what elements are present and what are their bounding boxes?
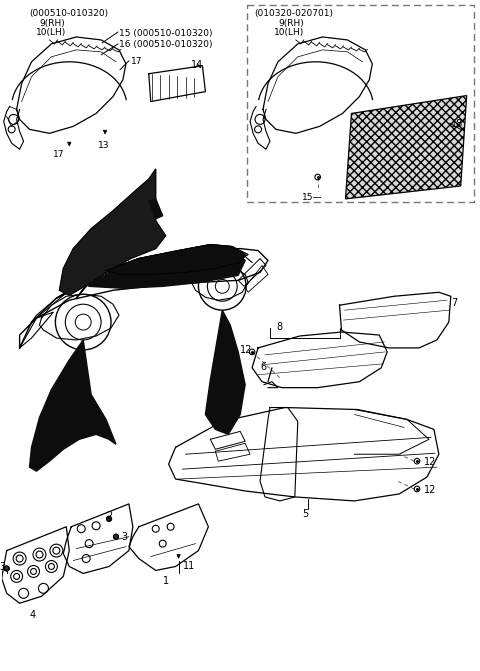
- Polygon shape: [68, 142, 71, 146]
- Text: 6: 6: [260, 362, 266, 372]
- Circle shape: [107, 516, 111, 521]
- Polygon shape: [205, 310, 245, 434]
- Text: 11: 11: [182, 560, 195, 570]
- Text: 4: 4: [30, 610, 36, 620]
- Polygon shape: [106, 245, 245, 274]
- Text: (000510-010320): (000510-010320): [30, 9, 108, 18]
- Text: 2: 2: [106, 511, 112, 521]
- Text: 14: 14: [191, 60, 203, 70]
- Text: 13: 13: [98, 142, 109, 150]
- Polygon shape: [149, 199, 163, 219]
- Text: 5: 5: [302, 509, 308, 519]
- Text: 3: 3: [121, 531, 127, 541]
- Text: 1: 1: [163, 576, 168, 586]
- Text: 10(LH): 10(LH): [36, 28, 66, 37]
- Text: 17: 17: [53, 150, 65, 159]
- Text: 7: 7: [451, 298, 457, 308]
- Polygon shape: [346, 95, 467, 199]
- Text: 18: 18: [451, 119, 463, 130]
- Text: 12: 12: [240, 345, 252, 355]
- Text: 8: 8: [276, 322, 282, 332]
- Polygon shape: [177, 554, 180, 558]
- Text: 17: 17: [131, 57, 143, 66]
- Circle shape: [113, 534, 119, 539]
- Text: 9(RH): 9(RH): [278, 19, 304, 28]
- Text: (010320-020701): (010320-020701): [254, 9, 333, 18]
- Text: 10(LH): 10(LH): [274, 28, 304, 37]
- Polygon shape: [103, 130, 107, 134]
- Polygon shape: [79, 248, 245, 289]
- Text: 15—: 15—: [302, 193, 322, 202]
- Text: 16 (000510-010320): 16 (000510-010320): [119, 40, 213, 49]
- Text: 3: 3: [0, 562, 6, 572]
- Polygon shape: [60, 169, 166, 295]
- Text: 12: 12: [424, 457, 436, 467]
- Text: 15 (000510-010320): 15 (000510-010320): [119, 29, 213, 38]
- Text: 9(RH): 9(RH): [39, 19, 65, 28]
- Text: 12: 12: [424, 485, 436, 495]
- Circle shape: [4, 566, 9, 571]
- Polygon shape: [30, 340, 116, 471]
